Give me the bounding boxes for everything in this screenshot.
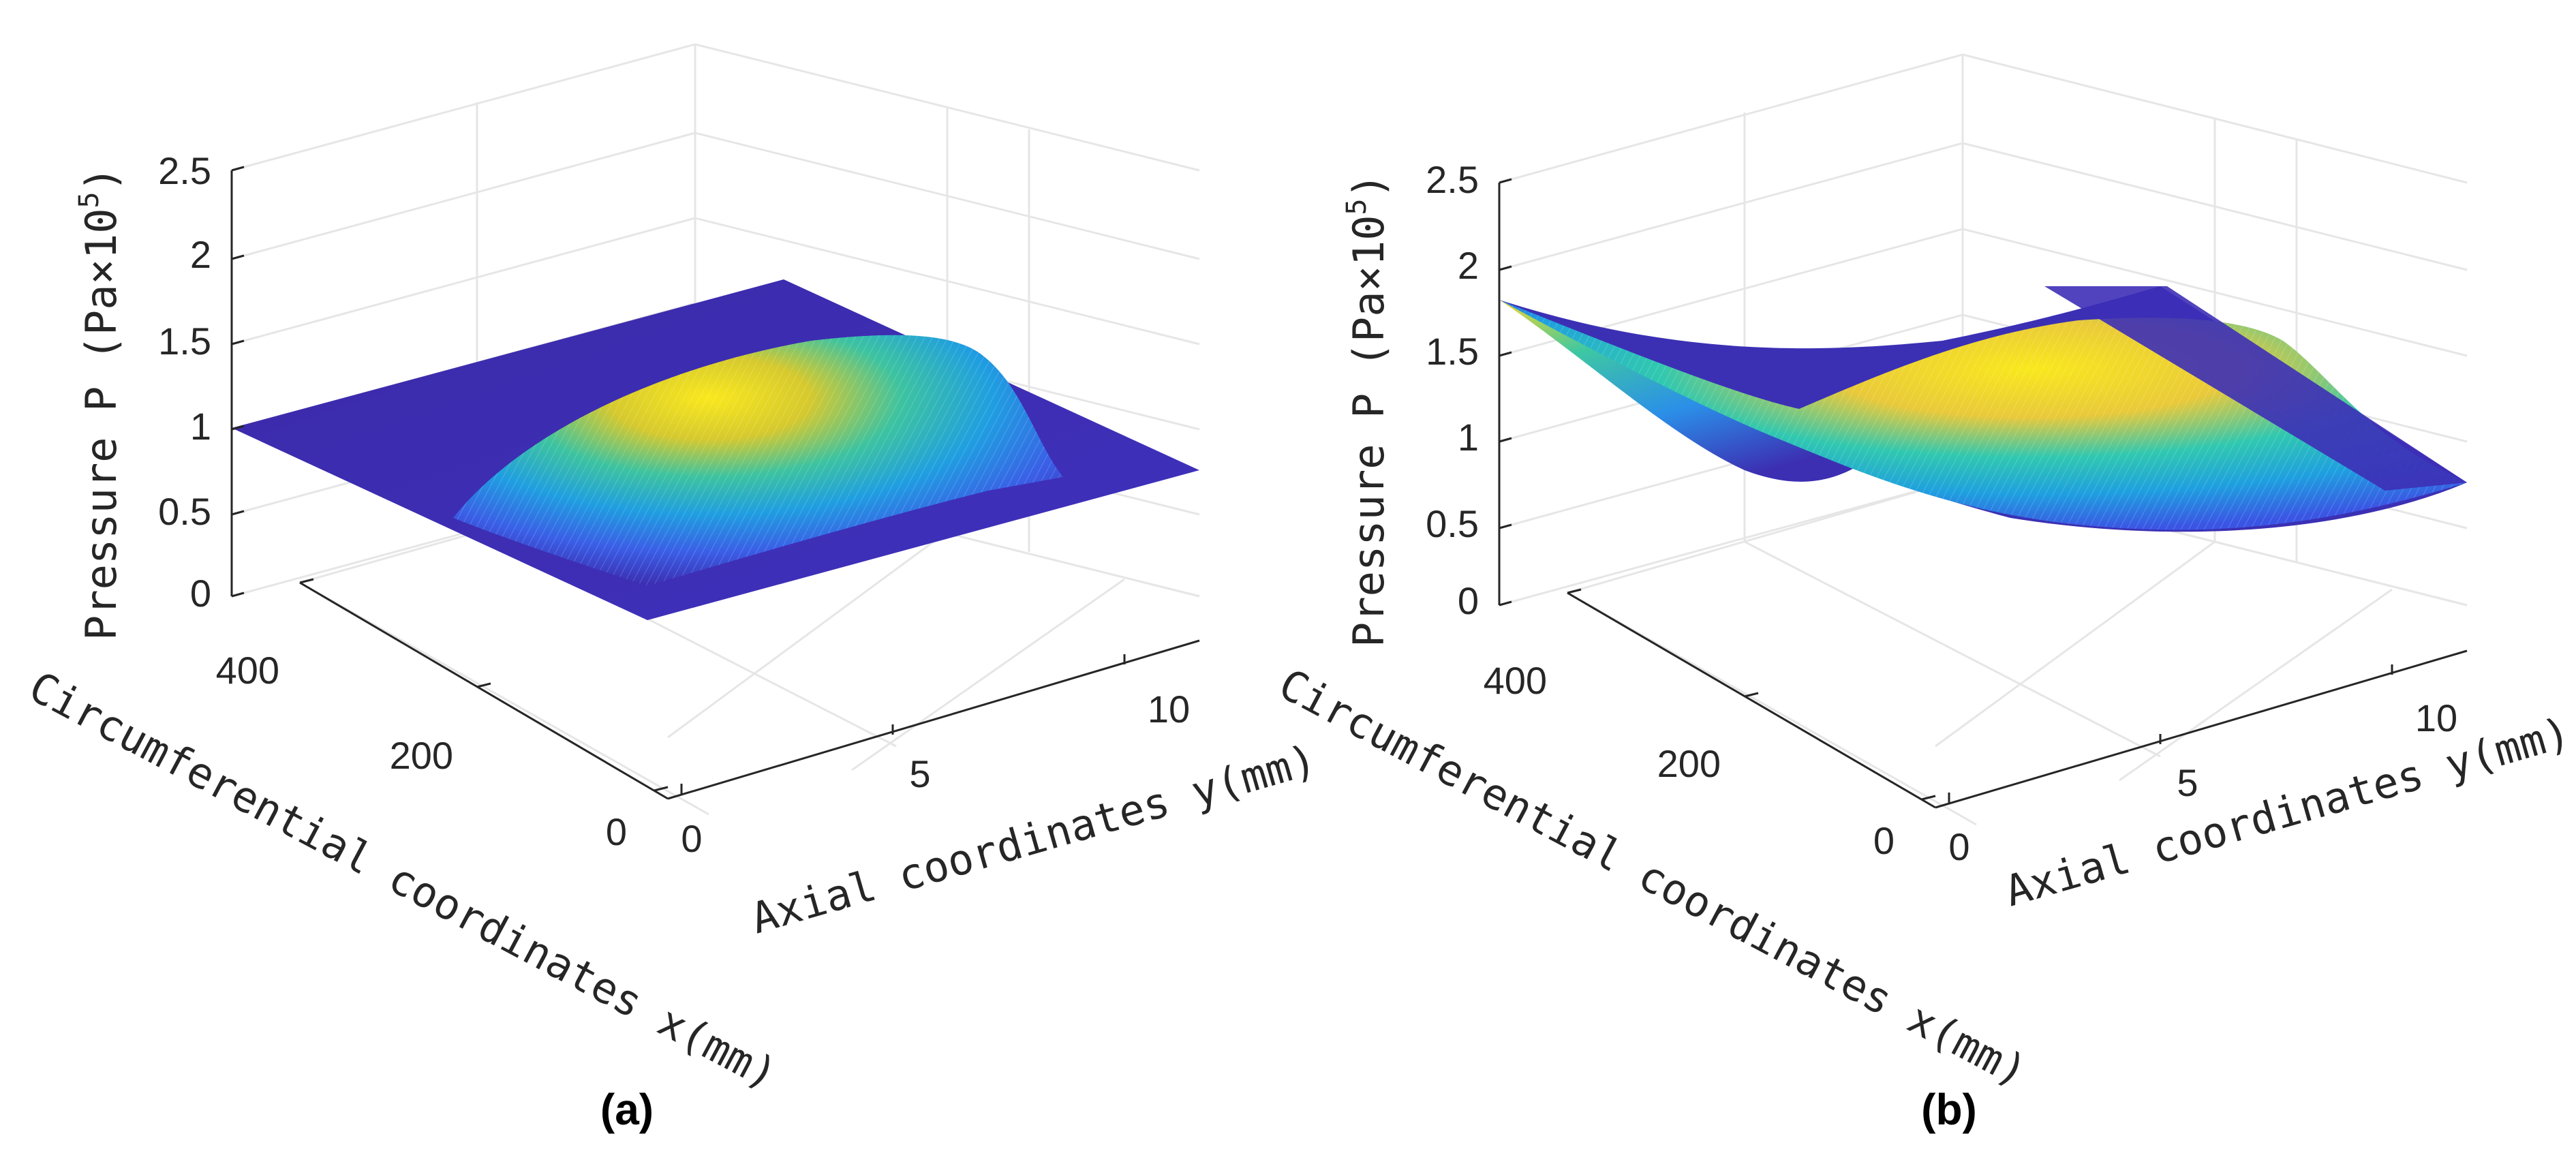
panel-b-ztick: 0: [1458, 579, 1479, 622]
panel-b-zlabel: Pressure P (Pa×105): [1341, 173, 1394, 647]
panel-b-ztick: 2.5: [1426, 158, 1479, 201]
panel-b-ytick: 10: [2415, 696, 2457, 739]
panel-b-ytick: 5: [2177, 761, 2198, 804]
panel-a-ztick: 2: [190, 233, 211, 276]
panel-b-ztick: 0.5: [1426, 502, 1479, 545]
panel-a-ztick: 1: [190, 405, 211, 448]
panel-a-ytick: 5: [909, 752, 930, 795]
panel-a-ztick: 2.5: [158, 149, 211, 192]
panel-a-xtick: 200: [390, 734, 453, 777]
panel-b-ztick: 2: [1458, 244, 1479, 287]
panel-a-ztick: 0.5: [158, 490, 211, 533]
panel-a-ytick: 10: [1148, 688, 1190, 731]
panel-a-zlabel: Pressure P (Pa×105): [74, 166, 126, 641]
panel-a-xtick: 400: [216, 649, 279, 692]
panel-b-xtick: 400: [1484, 659, 1547, 702]
panel-a-ztick: 1.5: [158, 320, 211, 363]
panel-a-label: (a): [600, 1085, 654, 1134]
panel-a-ytick: 0: [681, 817, 702, 860]
panel-a-surface: [232, 279, 1199, 620]
panel-b-axes: [1498, 178, 2468, 809]
panel-b-surface: [1499, 286, 2467, 532]
panel-b-ztick: 1.5: [1426, 330, 1479, 373]
panel-b-ztick: 1: [1458, 416, 1479, 459]
panel-b-ytick: 0: [1948, 825, 1969, 868]
panel-b-xtick: 200: [1657, 742, 1721, 785]
panel-a-ztick: 0: [190, 572, 211, 615]
panel-b-label: (b): [1921, 1085, 1977, 1134]
panel-b-surface-flat: [2044, 286, 2467, 491]
panel-b-xtick: 0: [1873, 819, 1895, 862]
panel-a-xtick: 0: [606, 810, 627, 853]
panel-a-axes: [230, 166, 1200, 800]
panel-a-surface-mesh: [453, 335, 1063, 586]
